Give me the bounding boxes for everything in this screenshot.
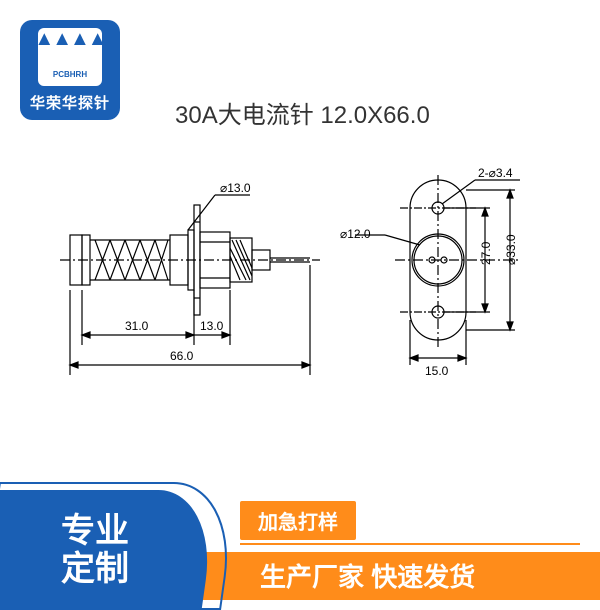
dim-mount-holes: 2-⌀3.4 [478, 166, 513, 180]
custom-line1: 专业 [61, 512, 129, 550]
logo-shield-icon: 🛡 [56, 48, 84, 68]
rush-badge: 加急打样 [240, 501, 356, 540]
logo-subtext: PCBHRH [53, 70, 87, 79]
brand-logo: ▲▲▲▲ 🛡 PCBHRH 华荣华探针 [20, 20, 120, 120]
logo-inner: ▲▲▲▲ 🛡 PCBHRH [38, 28, 102, 86]
dim-hole-dia: ⌀12.0 [340, 227, 371, 241]
dim-outer-dia: ⌀33.0 [504, 234, 518, 265]
custom-text: 专业 定制 [61, 512, 129, 588]
tagline: 生产厂家 快速发货 [260, 557, 475, 594]
blue-swoosh: 专业 定制 [0, 490, 218, 610]
custom-line2: 定制 [61, 550, 129, 588]
dim-flange-thk: 13.0 [200, 319, 224, 333]
dim-total-len: 66.0 [170, 349, 194, 363]
dim-spring-len: 31.0 [125, 319, 149, 333]
engineering-drawing: ⌀13.0 31.0 13.0 66.0 ⌀12.0 2-⌀3.4 27.0 ⌀… [40, 150, 560, 430]
product-title: 30A大电流针 12.0X66.0 [175, 95, 430, 130]
dim-body-dia: ⌀13.0 [220, 181, 251, 195]
dim-width: 15.0 [425, 364, 449, 378]
rush-line [240, 543, 580, 545]
bottom-banner: 专业 定制 加急打样 生产厂家 快速发货 [0, 490, 600, 600]
logo-brand-cn: 华荣华探针 [30, 92, 110, 113]
dim-pitch: 27.0 [479, 241, 493, 265]
